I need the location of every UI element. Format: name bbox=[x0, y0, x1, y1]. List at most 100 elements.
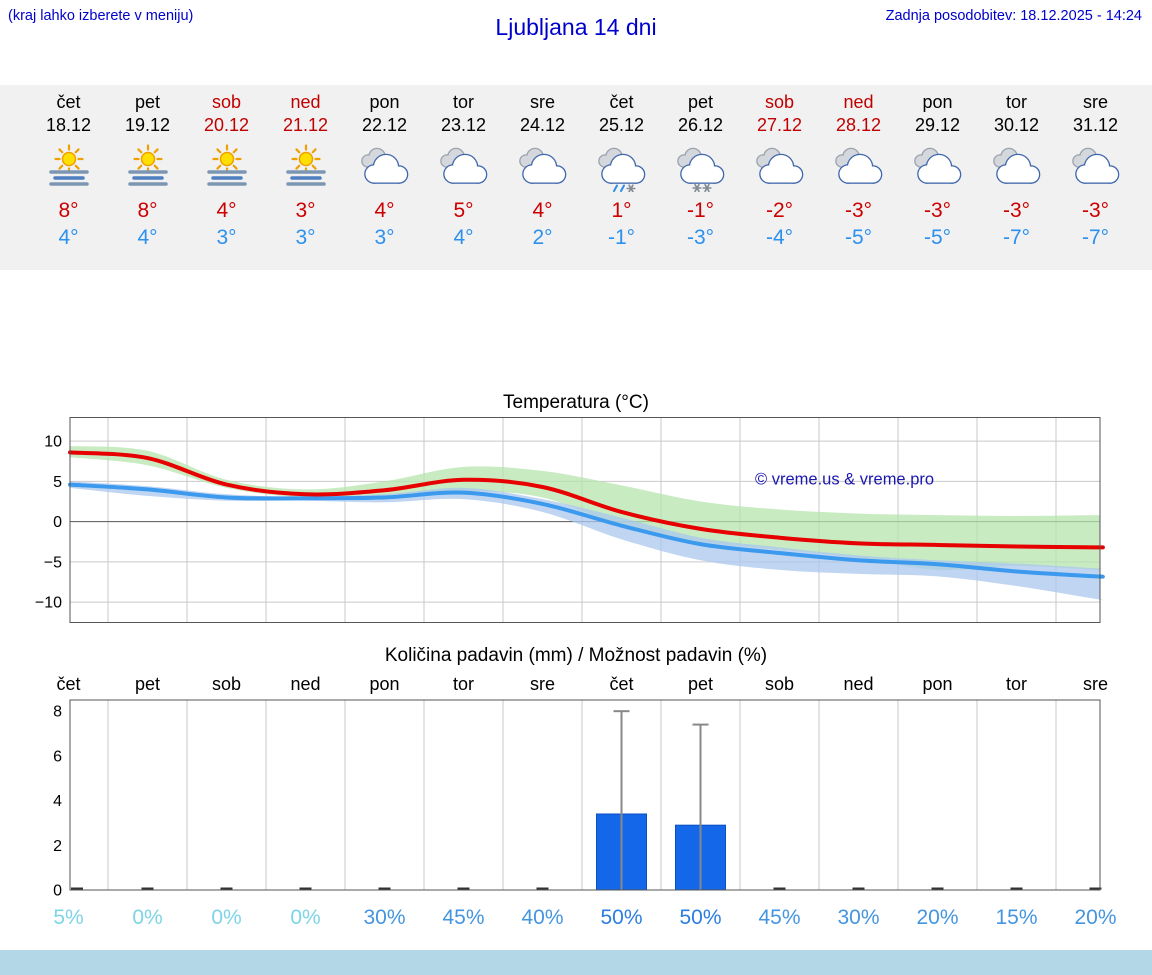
max-temp-line bbox=[68, 450, 1105, 550]
day-date: 18.12 bbox=[45, 115, 92, 135]
forecast-day: pet 26.12 -1° -3° bbox=[661, 85, 740, 270]
temp-ytick-label: 0 bbox=[53, 514, 62, 531]
precip-probability: 45% bbox=[442, 906, 484, 929]
zero-precip-mark bbox=[1010, 887, 1023, 890]
forecast-day: tor 23.12 5° 4° bbox=[424, 85, 503, 270]
day-high-temp: -3° bbox=[1081, 199, 1110, 222]
day-high-temp: 1° bbox=[611, 199, 632, 222]
day-name: sre bbox=[1082, 92, 1108, 112]
page-title: Ljubljana 14 dni bbox=[495, 14, 657, 40]
temperature-chart-title: Temperatura (°C) bbox=[503, 392, 649, 413]
precip-ytick-label: 8 bbox=[53, 704, 62, 721]
day-low-temp: -7° bbox=[1081, 226, 1110, 249]
watermark: © vreme.us & vreme.pro bbox=[755, 471, 934, 489]
precip-probability: 15% bbox=[995, 906, 1037, 929]
forecast-day: ned 28.12 -3° -5° bbox=[819, 85, 898, 270]
footer-bar bbox=[0, 950, 1152, 975]
day-high-temp: 8° bbox=[58, 199, 79, 222]
min-range-band bbox=[70, 481, 1103, 600]
precip-day-label: pon bbox=[369, 674, 399, 694]
precip-probability: 30% bbox=[363, 906, 405, 929]
precip-day-label: sre bbox=[1083, 674, 1108, 694]
day-low-temp: -5° bbox=[923, 226, 952, 249]
day-high-temp: 3° bbox=[295, 199, 316, 222]
day-name: tor bbox=[452, 92, 474, 112]
sun-fog-icon bbox=[116, 144, 180, 192]
precip-ytick-label: 4 bbox=[53, 793, 62, 810]
day-name: ned bbox=[843, 92, 874, 112]
precip-day-label: tor bbox=[453, 674, 474, 694]
day-low-temp: 3° bbox=[374, 226, 395, 249]
day-low-temp: -5° bbox=[844, 226, 873, 249]
precip-probability: 50% bbox=[600, 906, 642, 929]
day-name: pon bbox=[369, 92, 400, 112]
temp-ytick-label: 5 bbox=[53, 474, 62, 491]
cloudy-icon bbox=[985, 144, 1049, 192]
max-range-band bbox=[70, 445, 1103, 571]
day-high-temp: -3° bbox=[844, 199, 873, 222]
day-low-temp: 3° bbox=[216, 226, 237, 249]
day-low-temp: -1° bbox=[607, 226, 636, 249]
forecast-day: čet 18.12 8° 4° bbox=[29, 85, 108, 270]
forecast-day: sob 20.12 4° 3° bbox=[187, 85, 266, 270]
precipitation-chart: čet pet sob ned pon tor sre čet pet sob ned pon tor s… bbox=[53, 674, 1116, 929]
day-name: pet bbox=[687, 92, 714, 112]
forecast-day: pon 22.12 4° 3° bbox=[345, 85, 424, 270]
day-high-temp: 4° bbox=[532, 199, 553, 222]
precipitation-chart-title: Količina padavin (mm) / Možnost padavin … bbox=[384, 645, 768, 666]
precip-ytick-label: 2 bbox=[53, 838, 62, 855]
day-date: 28.12 bbox=[835, 115, 882, 135]
day-name: sre bbox=[529, 92, 555, 112]
precip-probability: 50% bbox=[679, 906, 721, 929]
sun-fog-icon bbox=[195, 144, 259, 192]
day-date: 26.12 bbox=[677, 115, 724, 135]
day-high-temp: 4° bbox=[374, 199, 395, 222]
day-name: tor bbox=[1005, 92, 1027, 112]
day-date: 20.12 bbox=[203, 115, 250, 135]
precip-day-label: sob bbox=[765, 674, 794, 694]
day-name: sob bbox=[211, 92, 242, 112]
day-name: čet bbox=[609, 92, 634, 112]
day-name: ned bbox=[290, 92, 321, 112]
precip-day-label: čet bbox=[609, 674, 633, 694]
precip-day-label: pon bbox=[922, 674, 952, 694]
forecast-day: sre 24.12 4° 2° bbox=[503, 85, 582, 270]
zero-precip-mark bbox=[1089, 887, 1102, 890]
precip-probability: 0% bbox=[211, 906, 241, 929]
temp-ytick-label: 10 bbox=[44, 434, 62, 451]
day-date: 22.12 bbox=[361, 115, 408, 135]
precip-day-label: pet bbox=[688, 674, 713, 694]
precip-probability: 45% bbox=[758, 906, 800, 929]
forecast-day: ned 21.12 3° 3° bbox=[266, 85, 345, 270]
zero-precip-mark bbox=[852, 887, 865, 890]
last-update-text: Zadnja posodobitev: 18.12.2025 - 14:24 bbox=[885, 8, 1142, 24]
precip-day-label: pet bbox=[135, 674, 160, 694]
precip-day-label: sre bbox=[530, 674, 555, 694]
min-temp-line bbox=[68, 482, 1105, 579]
sun-fog-icon bbox=[37, 144, 101, 192]
day-low-temp: -3° bbox=[686, 226, 715, 249]
day-date: 24.12 bbox=[519, 115, 566, 135]
sleet-icon bbox=[590, 144, 654, 193]
cloudy-icon bbox=[511, 144, 575, 192]
forecast-day: tor 30.12 -3° -7° bbox=[977, 85, 1056, 270]
day-name: pon bbox=[922, 92, 953, 112]
day-date: 25.12 bbox=[598, 115, 645, 135]
temp-ytick-label: −5 bbox=[44, 554, 62, 571]
zero-precip-mark bbox=[299, 887, 312, 890]
cloudy-icon bbox=[748, 144, 812, 192]
zero-precip-mark bbox=[378, 887, 391, 890]
cloudy-icon bbox=[1064, 144, 1128, 192]
precip-probability: 20% bbox=[1074, 906, 1116, 929]
zero-precip-mark bbox=[931, 887, 944, 890]
zero-precip-mark bbox=[457, 887, 470, 890]
day-date: 30.12 bbox=[993, 115, 1040, 135]
day-low-temp: 4° bbox=[58, 226, 79, 249]
precip-probability: 40% bbox=[521, 906, 563, 929]
day-low-temp: 4° bbox=[453, 226, 474, 249]
forecast-day: sob 27.12 -2° -4° bbox=[740, 85, 819, 270]
zero-precip-mark bbox=[773, 887, 786, 890]
sun-fog-icon bbox=[274, 144, 338, 192]
precip-ytick-label: 6 bbox=[53, 748, 62, 765]
day-high-temp: -3° bbox=[923, 199, 952, 222]
